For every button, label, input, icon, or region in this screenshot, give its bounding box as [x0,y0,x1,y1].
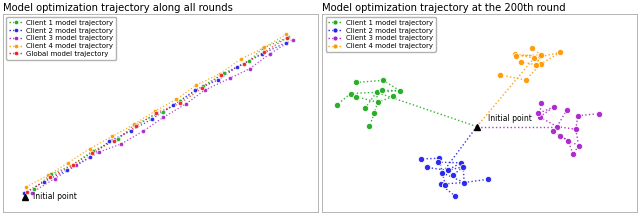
Text: Initial point: Initial point [488,114,532,123]
Text: Model optimization trajectory along all rounds: Model optimization trajectory along all … [3,3,233,13]
Text: Model optimization trajectory at the 200th round: Model optimization trajectory at the 200… [322,3,566,13]
Text: Initial point: Initial point [33,192,77,201]
Legend: Client 1 model trajectory, Client 2 model trajectory, Client 3 model trajectory,: Client 1 model trajectory, Client 2 mode… [326,17,436,52]
Legend: Client 1 model trajectory, Client 2 model trajectory, Client 3 model trajectory,: Client 1 model trajectory, Client 2 mode… [6,17,116,60]
